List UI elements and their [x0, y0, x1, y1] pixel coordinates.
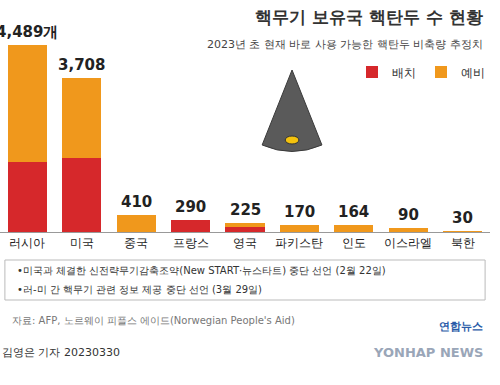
svg-text:•러-미 간 핵무기 관련 정보 제공 중단 선언 (3월: •러-미 간 핵무기 관련 정보 제공 중단 선언 (3월 29일): [17, 284, 262, 295]
svg-text:YONHAP NEWS: YONHAP NEWS: [373, 345, 483, 360]
svg-text:2023년 초 현재 바로 사용 가능한 핵탄두 비축량 추: 2023년 초 현재 바로 사용 가능한 핵탄두 비축량 추정치: [207, 38, 483, 51]
svg-text:배치: 배치: [392, 66, 416, 80]
svg-text:프랑스: 프랑스: [173, 236, 209, 250]
svg-text:410: 410: [121, 193, 152, 211]
svg-text:미국: 미국: [70, 236, 94, 250]
svg-text:김영은 기자 20230330: 김영은 기자 20230330: [2, 346, 120, 359]
svg-text:290: 290: [175, 198, 206, 216]
svg-text:225: 225: [230, 201, 261, 219]
svg-text:90: 90: [398, 206, 419, 224]
svg-text:170: 170: [284, 203, 315, 221]
svg-text:중국: 중국: [124, 236, 148, 250]
svg-text:3,708: 3,708: [58, 56, 105, 74]
svg-text:파키스탄: 파키스탄: [275, 236, 323, 250]
svg-text:4,489개: 4,489개: [0, 23, 58, 41]
svg-text:인도: 인도: [342, 236, 366, 250]
svg-text:영국: 영국: [233, 236, 257, 250]
svg-text:핵무기 보유국 핵탄두 수 현황: 핵무기 보유국 핵탄두 수 현황: [255, 7, 483, 27]
svg-text:연합뉴스: 연합뉴스: [439, 320, 483, 333]
svg-text:자료: AFP, 노르웨이 피플스 에이드(Norwegia: 자료: AFP, 노르웨이 피플스 에이드(Norwegian People's…: [12, 315, 295, 326]
svg-text:30: 30: [452, 209, 473, 227]
svg-text:북한: 북한: [451, 236, 475, 250]
svg-text:예비: 예비: [461, 66, 485, 80]
svg-text:러시아: 러시아: [9, 236, 45, 250]
svg-text:164: 164: [338, 203, 369, 221]
svg-text:이스라엘: 이스라엘: [384, 236, 432, 250]
svg-text:•미국과 체결한 신전략무기감축조약(New START·뉴: •미국과 체결한 신전략무기감축조약(New START·뉴스타트) 중단 선언…: [17, 265, 386, 276]
